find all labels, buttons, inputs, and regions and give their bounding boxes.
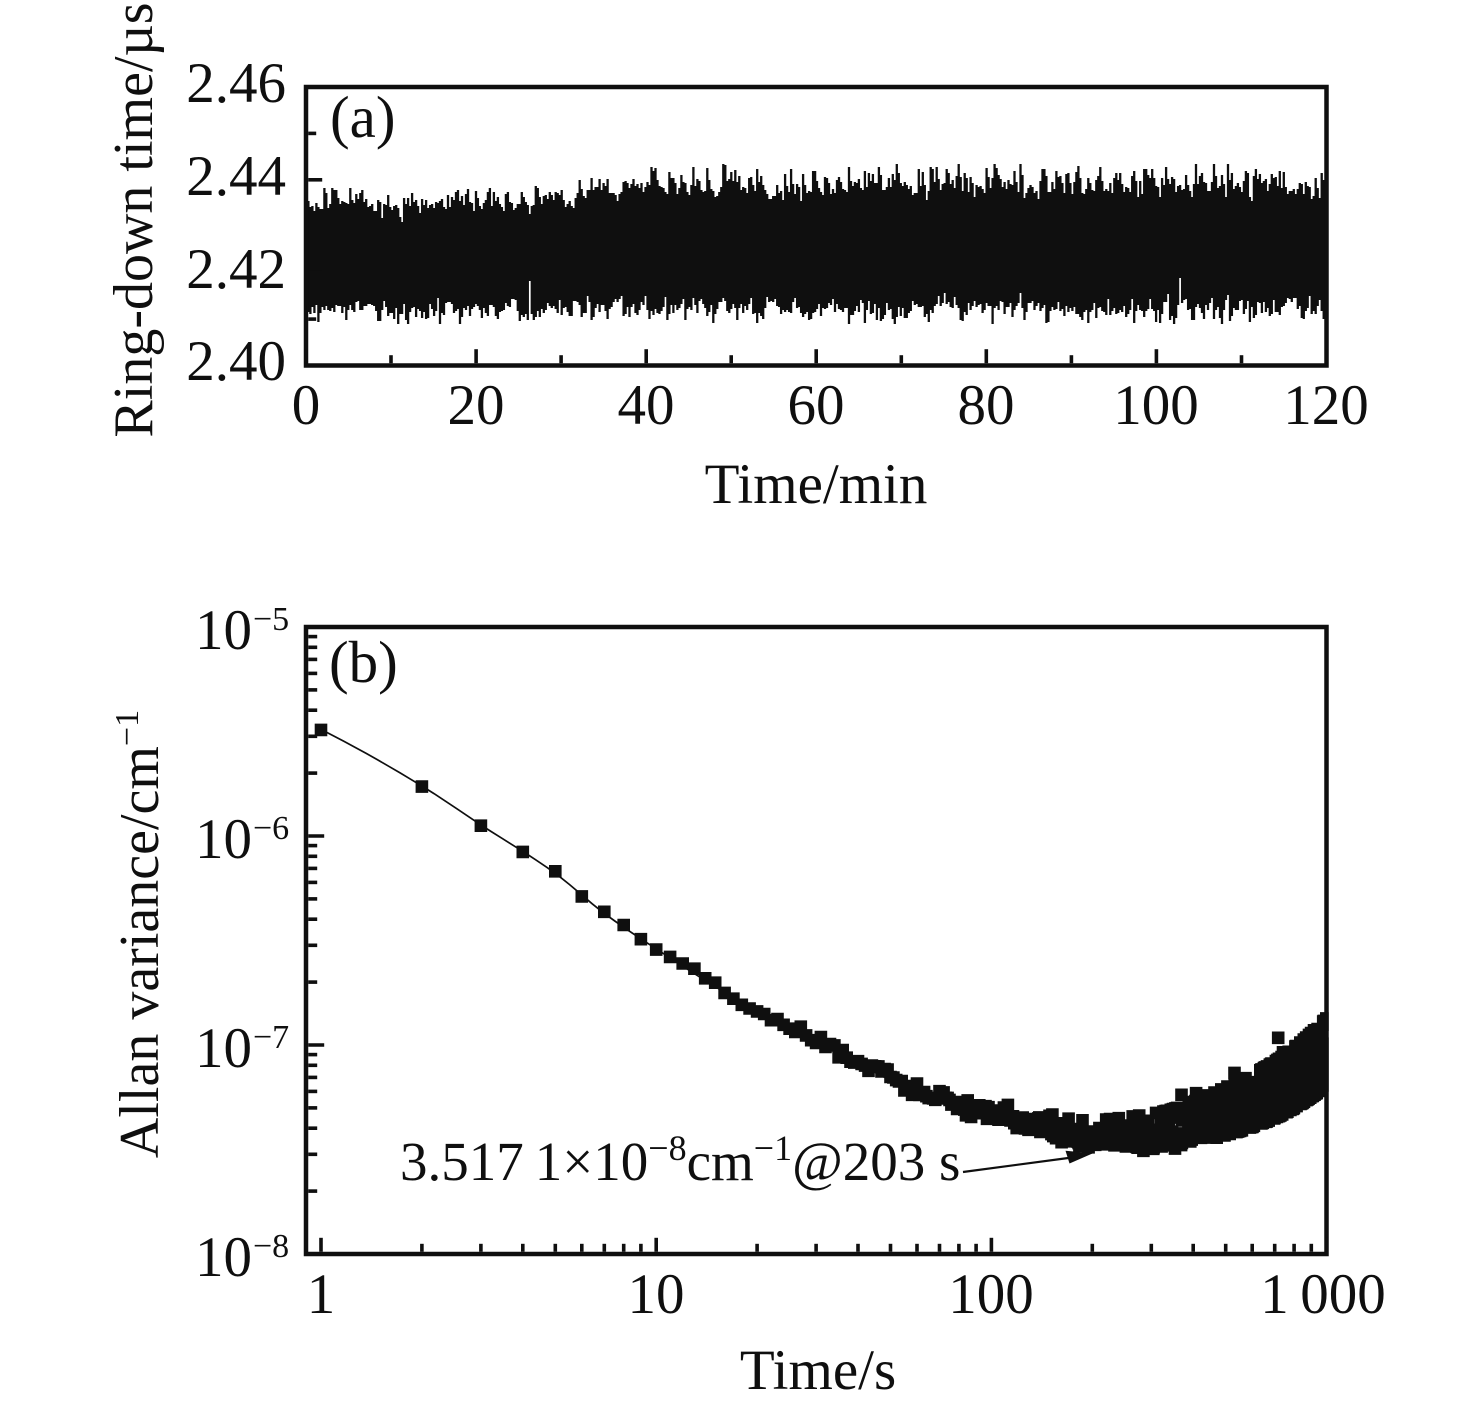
svg-text:2.44: 2.44 <box>186 145 286 208</box>
svg-text:−5: −5 <box>253 601 289 638</box>
svg-text:60: 60 <box>788 374 845 437</box>
svg-text:120: 120 <box>1283 374 1369 437</box>
svg-text:80: 80 <box>958 374 1015 437</box>
svg-text:−8: −8 <box>253 1228 289 1265</box>
svg-text:0: 0 <box>292 374 321 437</box>
svg-text:(b): (b) <box>329 629 398 695</box>
svg-text:100: 100 <box>948 1263 1034 1326</box>
svg-text:1: 1 <box>307 1263 336 1326</box>
svg-text:1 000: 1 000 <box>1260 1263 1385 1326</box>
svg-text:−6: −6 <box>253 810 289 847</box>
svg-text:10: 10 <box>195 808 252 871</box>
svg-text:2.46: 2.46 <box>186 52 286 115</box>
svg-text:2.42: 2.42 <box>186 238 286 301</box>
svg-text:3.517 1×10−8cm−1@203 s: 3.517 1×10−8cm−1@203 s <box>400 1128 960 1192</box>
svg-text:100: 100 <box>1113 374 1199 437</box>
svg-text:10: 10 <box>195 1226 252 1289</box>
svg-text:2.40: 2.40 <box>186 330 286 393</box>
svg-text:20: 20 <box>448 374 505 437</box>
svg-text:Ring-down time/µs: Ring-down time/µs <box>103 2 165 437</box>
svg-text:10: 10 <box>628 1263 685 1326</box>
svg-text:−7: −7 <box>253 1019 289 1056</box>
svg-text:Allan variance/cm−1: Allan variance/cm−1 <box>109 710 171 1158</box>
svg-text:40: 40 <box>618 374 675 437</box>
svg-text:(a): (a) <box>330 84 395 150</box>
svg-text:Time/min: Time/min <box>705 453 928 516</box>
svg-text:Time/s: Time/s <box>740 1339 896 1402</box>
svg-text:10: 10 <box>195 599 252 662</box>
svg-text:10: 10 <box>195 1017 252 1080</box>
